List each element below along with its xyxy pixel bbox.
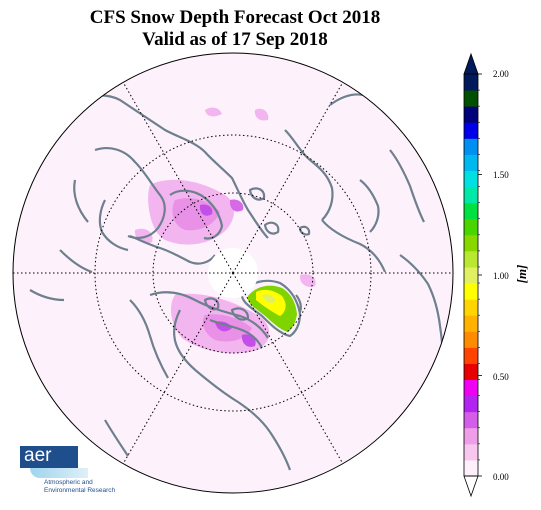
colorbar-tick-label: 0.00 <box>493 472 509 482</box>
colorbar-bin <box>464 331 478 348</box>
colorbar-bin <box>464 395 478 413</box>
colorbar-bin <box>464 250 478 268</box>
aer-logo-subtitle: Environmental Research <box>44 487 116 494</box>
colorbar-bin <box>464 411 478 429</box>
colorbar-bin <box>464 363 478 381</box>
colorbar-bin <box>464 74 478 91</box>
colorbar-bin <box>464 266 478 284</box>
map-subtitle: Valid as of 17 Sep 2018 <box>142 29 328 50</box>
map-boundary <box>12 52 454 494</box>
colorbar-bin <box>464 443 478 461</box>
colorbar-bin <box>464 106 478 123</box>
colorbar-tick-label: 0.50 <box>493 372 509 382</box>
colorbar-bin <box>464 379 478 397</box>
aer-logo-subtitle: Atmospheric and <box>44 479 93 486</box>
colorbar-bin <box>464 347 478 364</box>
colorbar-max-extension <box>463 52 479 75</box>
aer-logo: aer Atmospheric and Environmental Resear… <box>20 446 130 494</box>
colorbar-bin <box>464 138 478 155</box>
colorbar-tick-label: 1.00 <box>493 271 509 281</box>
colorbar-bin <box>464 186 478 204</box>
colorbar-bin <box>464 218 478 236</box>
colorbar-bin <box>464 299 478 316</box>
colorbar-bin <box>464 122 478 139</box>
colorbar-bin <box>464 459 478 477</box>
colorbar-bin <box>464 170 478 188</box>
colorbar-bin <box>464 90 478 107</box>
colorbar-bin <box>464 234 478 252</box>
colorbar-tick-label: 1.50 <box>493 170 509 180</box>
colorbar-tick-label: 2.00 <box>493 69 509 79</box>
coastlines <box>29 93 444 471</box>
colorbar-units-label: [m] <box>514 264 529 284</box>
colorbar <box>463 52 482 498</box>
aer-logo-mark: aer <box>20 446 78 468</box>
colorbar-bin <box>464 427 478 445</box>
colorbar-bin <box>464 202 478 220</box>
graticule <box>13 81 453 465</box>
colorbar-min-extension <box>463 475 479 498</box>
map-title: CFS Snow Depth Forecast Oct 2018 <box>89 7 381 28</box>
aer-logo-wave <box>30 468 88 478</box>
colorbar-bin <box>464 154 478 171</box>
colorbar-bin <box>464 283 478 300</box>
colorbar-bin <box>464 315 478 332</box>
